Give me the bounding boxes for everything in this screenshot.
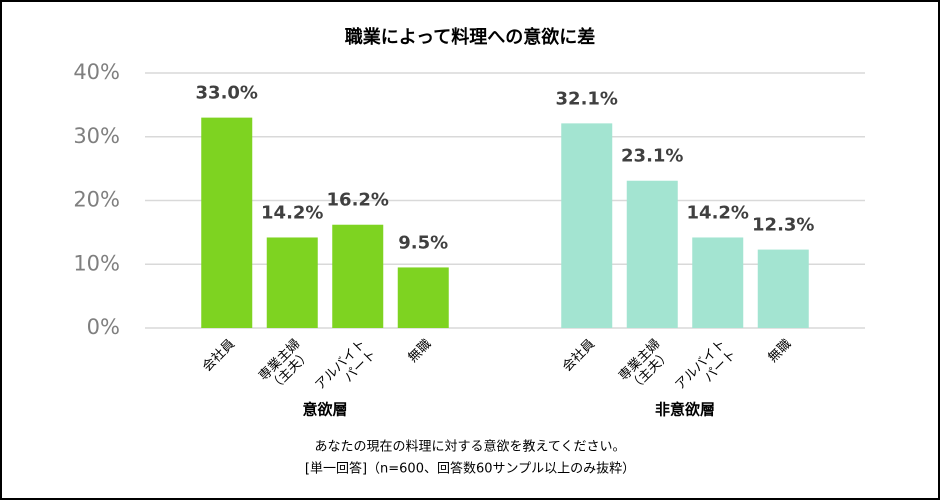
bar xyxy=(397,267,449,328)
y-tick-label: 40% xyxy=(73,60,120,84)
bar xyxy=(692,237,744,328)
y-tick-label: 0% xyxy=(87,315,120,339)
value-label: 33.0% xyxy=(196,83,258,104)
value-label: 14.2% xyxy=(687,202,749,223)
bar xyxy=(561,123,613,328)
value-label: 12.3% xyxy=(752,215,814,236)
group-label: 非意欲層 xyxy=(655,401,715,419)
value-label: 16.2% xyxy=(327,190,389,211)
value-label: 9.5% xyxy=(398,232,448,253)
y-tick-label: 10% xyxy=(73,251,120,275)
value-label: 14.2% xyxy=(261,202,323,223)
chart-title: 職業によって料理への意欲に差 xyxy=(345,26,596,48)
bar xyxy=(201,117,253,328)
footnote: [単一回答]（n=600、回答数60サンプル以上のみ抜粋） xyxy=(305,461,635,477)
bar xyxy=(332,224,384,328)
group-label: 意欲層 xyxy=(302,401,347,419)
bar xyxy=(266,237,318,328)
y-tick-label: 20% xyxy=(73,188,120,212)
value-label: 23.1% xyxy=(621,146,683,167)
y-tick-label: 30% xyxy=(73,124,120,148)
value-label: 32.1% xyxy=(556,88,618,109)
footnote: あなたの現在の料理に対する意欲を教えてください。 xyxy=(315,439,626,455)
bar xyxy=(626,180,678,328)
bar xyxy=(757,249,809,328)
